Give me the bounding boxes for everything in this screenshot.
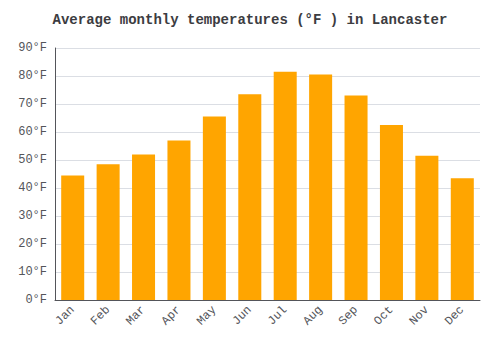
svg-text:Feb: Feb bbox=[88, 303, 113, 328]
svg-text:Mar: Mar bbox=[123, 303, 148, 328]
svg-text:Jul: Jul bbox=[265, 303, 290, 328]
svg-text:0°F: 0°F bbox=[25, 293, 47, 307]
svg-text:90°F: 90°F bbox=[18, 41, 47, 55]
svg-text:Aug: Aug bbox=[300, 303, 325, 328]
svg-text:Jun: Jun bbox=[230, 303, 255, 328]
svg-text:20°F: 20°F bbox=[18, 237, 47, 251]
svg-text:30°F: 30°F bbox=[18, 209, 47, 223]
svg-text:70°F: 70°F bbox=[18, 97, 47, 111]
svg-text:Nov: Nov bbox=[407, 303, 432, 328]
svg-text:Dec: Dec bbox=[442, 303, 467, 328]
svg-text:Average monthly temperatures (: Average monthly temperatures (°F ) in La… bbox=[53, 12, 448, 28]
svg-text:Apr: Apr bbox=[159, 303, 184, 328]
svg-text:80°F: 80°F bbox=[18, 69, 47, 83]
svg-text:40°F: 40°F bbox=[18, 181, 47, 195]
svg-text:10°F: 10°F bbox=[18, 265, 47, 279]
svg-text:Oct: Oct bbox=[371, 303, 396, 328]
svg-text:May: May bbox=[194, 303, 219, 328]
svg-text:50°F: 50°F bbox=[18, 153, 47, 167]
svg-text:Jan: Jan bbox=[53, 303, 78, 328]
svg-text:Sep: Sep bbox=[336, 303, 361, 328]
svg-text:60°F: 60°F bbox=[18, 125, 47, 139]
